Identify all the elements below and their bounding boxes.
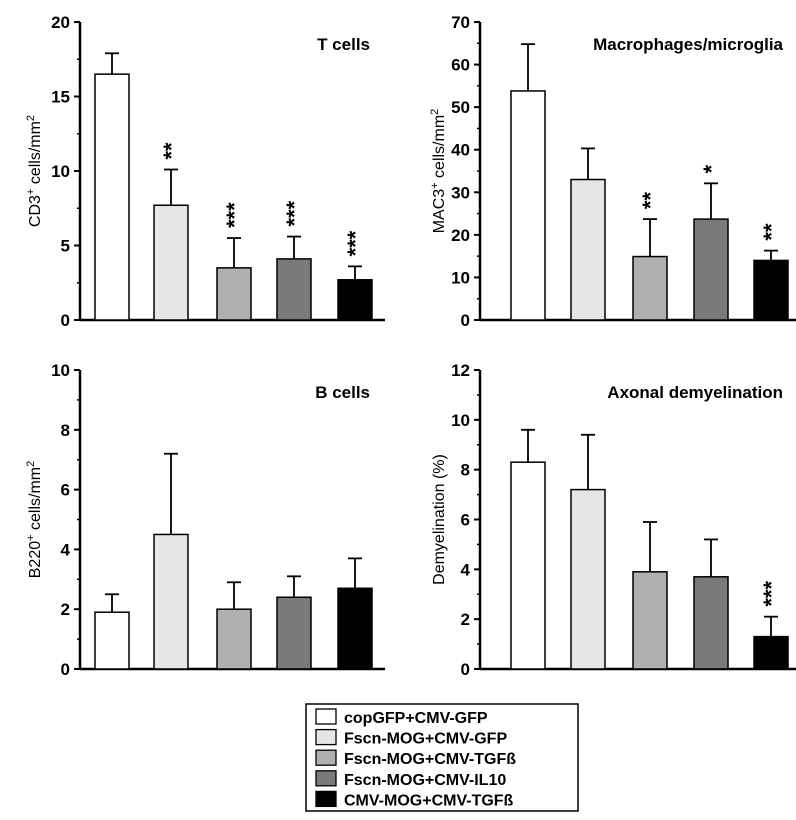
y-axis-label: Demyelination (%): [431, 454, 448, 585]
bar: [510, 90, 546, 321]
bar: [753, 259, 789, 321]
bar: [337, 587, 373, 670]
panel-title: Macrophages/microglia: [593, 35, 783, 54]
y-tick-label: 2: [61, 600, 70, 619]
legend-swatch: [315, 790, 337, 808]
bar: [570, 488, 606, 670]
bar: [753, 635, 789, 670]
legend-label: Fscn-MOG+CMV-TGFß: [344, 751, 516, 768]
bar: [216, 267, 252, 321]
y-tick-label: 12: [451, 361, 470, 380]
bar: [216, 608, 252, 670]
y-tick-label: 15: [51, 88, 70, 107]
legend-swatch: [315, 749, 337, 766]
y-axis-label: CD3+ cells/mm2: [25, 115, 44, 227]
y-tick-label: 8: [61, 421, 70, 440]
significance-marker: **: [159, 142, 184, 160]
legend-label: Fscn-MOG+CMV-GFP: [344, 731, 507, 748]
panel-title: T cells: [317, 35, 370, 54]
bar: [632, 255, 668, 321]
y-tick-label: 8: [461, 461, 470, 480]
y-tick-label: 70: [451, 13, 470, 32]
bar: [510, 461, 546, 670]
significance-marker: *: [699, 164, 724, 173]
y-tick-label: 0: [461, 311, 470, 330]
y-tick-label: 20: [51, 13, 70, 32]
y-tick-label: 4: [61, 540, 71, 559]
legend-label: CMV-MOG+CMV-TGFß: [344, 792, 514, 809]
y-tick-label: 4: [461, 560, 471, 579]
panel-title: B cells: [315, 383, 370, 402]
y-tick-label: 10: [451, 411, 470, 430]
bar: [276, 258, 312, 321]
significance-marker: **: [638, 192, 663, 210]
bar: [570, 178, 606, 321]
y-tick-label: 10: [51, 361, 70, 380]
y-tick-label: 6: [61, 481, 70, 500]
legend-swatch: [315, 728, 337, 746]
legend-label: Fscn-MOG+CMV-IL10: [344, 772, 506, 789]
legend: copGFP+CMV-GFP Fscn-MOG+CMV-GFP Fscn-MOG+C…: [305, 703, 579, 812]
panel-3: 0 2 4 6 8 10 B cells B220+ cells/mm2: [25, 361, 385, 679]
bar: [337, 279, 373, 321]
bar: [153, 533, 189, 670]
y-tick-label: 10: [451, 268, 470, 287]
legend-label: copGFP+CMV-GFP: [344, 710, 488, 727]
y-tick-label: 0: [61, 311, 70, 330]
y-axis-label: MAC3+ cells/mm2: [429, 109, 448, 234]
bar: [693, 576, 729, 670]
legend-swatch: [315, 770, 337, 787]
significance-marker: ***: [282, 200, 307, 226]
panel-title: Axonal demyelination: [607, 383, 783, 402]
significance-marker: ***: [222, 202, 247, 228]
panel-4: 0 2 4 6 8 10 12 *** Axonal demyelination Demyelin…: [431, 361, 796, 679]
significance-marker: ***: [759, 581, 784, 607]
y-tick-label: 50: [451, 98, 470, 117]
bar: [693, 218, 729, 321]
y-tick-label: 0: [61, 660, 70, 679]
y-tick-label: 60: [451, 56, 470, 75]
significance-marker: **: [759, 223, 784, 241]
legend-box: [305, 703, 579, 812]
bar: [153, 204, 189, 321]
y-tick-label: 10: [51, 162, 70, 181]
bar: [632, 571, 668, 670]
y-tick-label: 2: [461, 610, 470, 629]
y-axis-label: B220+ cells/mm2: [25, 461, 44, 579]
bar: [94, 73, 130, 321]
bar: [276, 596, 312, 670]
y-tick-label: 30: [451, 183, 470, 202]
y-tick-label: 6: [461, 511, 470, 530]
bar: [94, 611, 130, 670]
y-tick-label: 0: [461, 660, 470, 679]
legend-swatch: [315, 708, 337, 725]
panel-2: 010203040506070*****Macrophages/microgli…: [429, 13, 796, 330]
y-tick-label: 40: [451, 141, 470, 160]
significance-marker: ***: [343, 230, 368, 256]
y-tick-label: 5: [61, 237, 70, 256]
y-tick-label: 20: [451, 226, 470, 245]
